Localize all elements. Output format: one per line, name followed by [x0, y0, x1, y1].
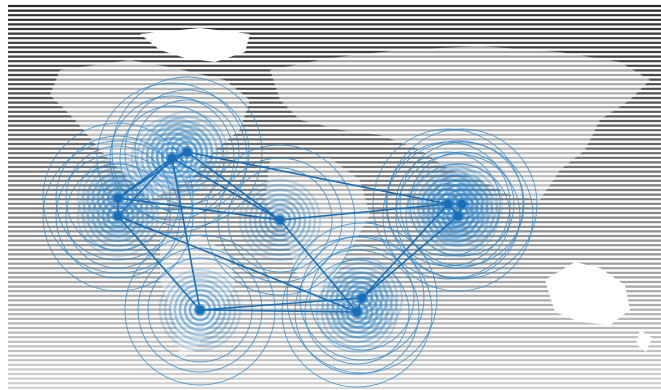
node	[457, 199, 467, 209]
ring	[160, 125, 214, 179]
ring	[91, 171, 145, 225]
outer-ring	[119, 105, 225, 211]
link	[186, 151, 449, 205]
outer-ring	[217, 157, 343, 283]
outer-ring	[281, 236, 433, 388]
ring	[238, 178, 322, 262]
link	[171, 157, 281, 221]
link	[361, 203, 449, 299]
outer-ring	[109, 95, 235, 221]
node	[352, 307, 362, 317]
ring	[243, 183, 317, 257]
node	[453, 211, 463, 221]
ring	[421, 179, 495, 253]
outer-ring	[134, 99, 240, 205]
continents	[50, 28, 652, 360]
node	[443, 199, 453, 209]
ring	[258, 198, 302, 242]
ring	[406, 162, 490, 246]
australia	[545, 262, 630, 325]
outer-ring	[42, 122, 194, 274]
outer-ring	[124, 89, 250, 215]
ring	[253, 193, 307, 247]
outer-ring	[65, 163, 171, 269]
ring	[435, 177, 489, 231]
link	[279, 219, 358, 313]
ring	[425, 167, 499, 241]
link	[117, 215, 358, 313]
ring	[345, 281, 379, 315]
ring	[76, 156, 160, 240]
outer-ring	[286, 222, 438, 374]
link	[199, 309, 358, 313]
ring	[340, 276, 384, 320]
new-zealand	[636, 330, 652, 352]
outer-ring	[409, 151, 515, 257]
eurasia	[270, 46, 650, 200]
ring	[263, 203, 297, 237]
outer-ring	[386, 128, 538, 280]
link	[117, 197, 281, 221]
ring	[155, 141, 189, 175]
outer-ring	[204, 144, 356, 296]
node	[113, 193, 123, 203]
outer-ring	[309, 245, 415, 351]
outer-ring	[55, 153, 181, 279]
outer-ring	[96, 82, 248, 234]
ring	[430, 172, 494, 236]
node	[195, 305, 205, 315]
outer-ring	[227, 167, 333, 273]
node	[113, 211, 123, 221]
ring	[145, 131, 199, 185]
ring	[451, 209, 465, 223]
link	[361, 215, 459, 299]
ring	[140, 126, 204, 190]
ring	[426, 184, 490, 248]
ring	[248, 188, 312, 252]
node	[167, 153, 177, 163]
link	[279, 203, 449, 221]
ring	[86, 166, 150, 230]
signal-rings	[42, 76, 538, 388]
link	[117, 215, 201, 311]
outer-ring	[405, 163, 511, 269]
outer-ring	[124, 234, 276, 386]
ring	[335, 271, 389, 325]
greenland	[140, 28, 250, 62]
outer-ring	[395, 151, 501, 257]
ring	[135, 121, 209, 195]
link	[199, 297, 363, 311]
ring	[91, 189, 145, 243]
outer-ring	[65, 145, 171, 251]
outer-ring	[42, 140, 194, 292]
ring	[268, 208, 292, 232]
ring	[81, 179, 155, 253]
ring	[150, 136, 194, 180]
outer-ring	[382, 140, 534, 292]
outer-ring	[372, 128, 524, 280]
outer-ring	[299, 235, 425, 361]
outer-ring	[399, 141, 525, 267]
ring	[145, 110, 229, 194]
node	[357, 293, 367, 303]
ring	[330, 266, 394, 330]
ring	[441, 199, 475, 233]
outer-ring	[395, 153, 521, 279]
network-nodes	[113, 147, 467, 317]
link	[186, 151, 281, 221]
link	[171, 157, 201, 311]
ring	[130, 116, 214, 200]
ring	[86, 184, 150, 248]
node	[182, 147, 192, 157]
ring	[416, 174, 500, 258]
ring	[76, 174, 160, 258]
africa	[265, 158, 370, 300]
ring	[325, 261, 399, 335]
node	[275, 215, 285, 225]
ring	[81, 161, 155, 235]
ring	[431, 189, 485, 243]
